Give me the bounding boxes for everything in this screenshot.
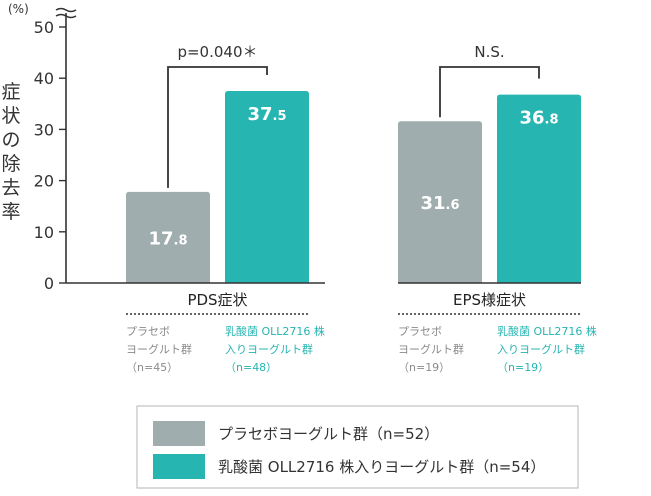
bar-value-label: 31.6 — [420, 193, 459, 214]
bar-value-label: 17.8 — [148, 228, 187, 249]
legend-label: プラセボヨーグルト群（n=52） — [218, 425, 439, 443]
y-axis-label-char: 状 — [1, 105, 20, 127]
bar-value-int: 37 — [247, 104, 272, 125]
group-sub-label: （n=45） — [126, 361, 178, 374]
y-axis-label-char: 除 — [1, 153, 20, 175]
y-unit-label: (%) — [8, 2, 29, 16]
group-sub-label: 入りヨーグルト群 — [225, 342, 313, 356]
y-axis-label-char: 率 — [1, 201, 20, 223]
legend-box — [136, 405, 579, 489]
bar-value-label: 37.5 — [247, 104, 286, 125]
bar-value-decimal: .6 — [446, 198, 460, 213]
group-sub-label: 乳酸菌 OLL2716 株 — [497, 324, 597, 338]
significance-label: N.S. — [474, 43, 504, 61]
group-sub-label: プラセボ — [126, 325, 170, 338]
y-tick-label: 50 — [34, 18, 54, 37]
y-axis-label-char: の — [1, 129, 20, 151]
bar-value-int: 31 — [420, 193, 445, 214]
group-sub-label: ヨーグルト群 — [126, 342, 192, 356]
bar — [497, 94, 581, 283]
bar-value-label: 36.8 — [519, 108, 558, 129]
y-tick-label: 30 — [34, 120, 54, 139]
significance-bracket — [439, 66, 540, 118]
legend-swatch — [153, 454, 205, 479]
category-label: PDS症状 — [187, 291, 247, 309]
y-tick-label: 20 — [34, 172, 54, 191]
group-sub-label: 乳酸菌 OLL2716 株 — [225, 324, 325, 338]
bar-value-decimal: .8 — [174, 233, 188, 248]
bar-value-int: 36 — [519, 108, 544, 129]
bar-value-decimal: .5 — [273, 109, 287, 124]
bar-value-int: 17 — [148, 228, 173, 249]
bar — [126, 191, 210, 283]
y-tick-label: 10 — [34, 223, 54, 242]
legend-swatch — [153, 421, 205, 446]
bar — [398, 121, 482, 283]
y-tick-label: 40 — [34, 69, 54, 88]
bar-value-decimal: .8 — [545, 113, 559, 128]
significance-label: p=0.040＊ — [177, 43, 257, 61]
y-axis-label-char: 去 — [1, 177, 20, 199]
y-axis-label-char: 症 — [1, 81, 20, 103]
y-tick-label: 0 — [44, 274, 54, 293]
axis-break-mark — [55, 7, 77, 13]
group-sub-label: （n=19） — [398, 361, 450, 374]
group-sub-label: プラセボ — [398, 325, 442, 338]
group-sub-label: ヨーグルト群 — [398, 342, 464, 356]
group-sub-label: （n=19） — [497, 361, 549, 374]
category-label: EPS様症状 — [453, 291, 526, 309]
group-sub-label: 入りヨーグルト群 — [497, 342, 585, 356]
significance-bracket — [167, 66, 268, 188]
group-sub-label: （n=48） — [225, 361, 277, 374]
bar — [225, 91, 309, 283]
legend-label: 乳酸菌 OLL2716 株入りヨーグルト群（n=54） — [218, 458, 545, 476]
